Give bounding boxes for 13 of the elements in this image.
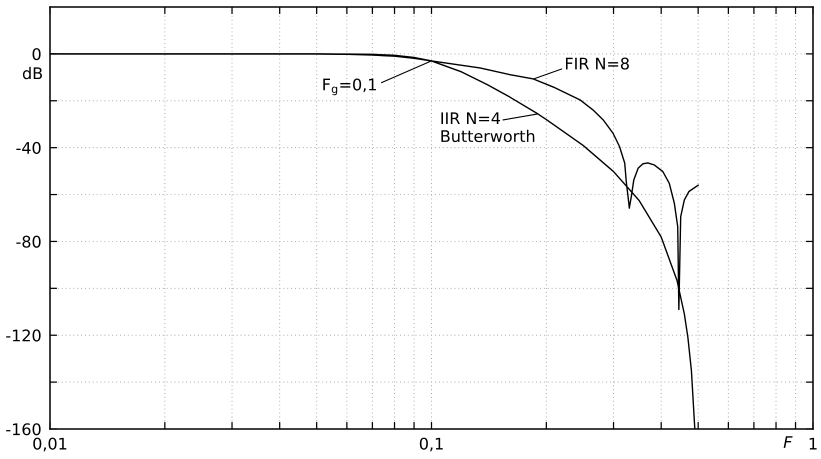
y-tick-label: -40 [16,142,41,154]
x-tick-label: 0,1 [420,438,443,452]
x-tick-label: 0,01 [33,438,66,452]
y-tick-label: -80 [16,236,41,248]
x-axis-title: F [784,436,793,448]
y-tick-label: -120 [6,329,41,342]
y-tick-label: 0 [32,48,41,60]
y-tick-label: -160 [6,423,41,436]
x-tick-label: 1 [810,438,817,450]
annotation: F$_{g}$=0,1 [323,78,376,96]
legend-label: FIR N=8 [566,58,629,70]
series-label: IIR N=4 Butterworth [441,112,534,142]
y-axis-title: dB [22,66,42,80]
